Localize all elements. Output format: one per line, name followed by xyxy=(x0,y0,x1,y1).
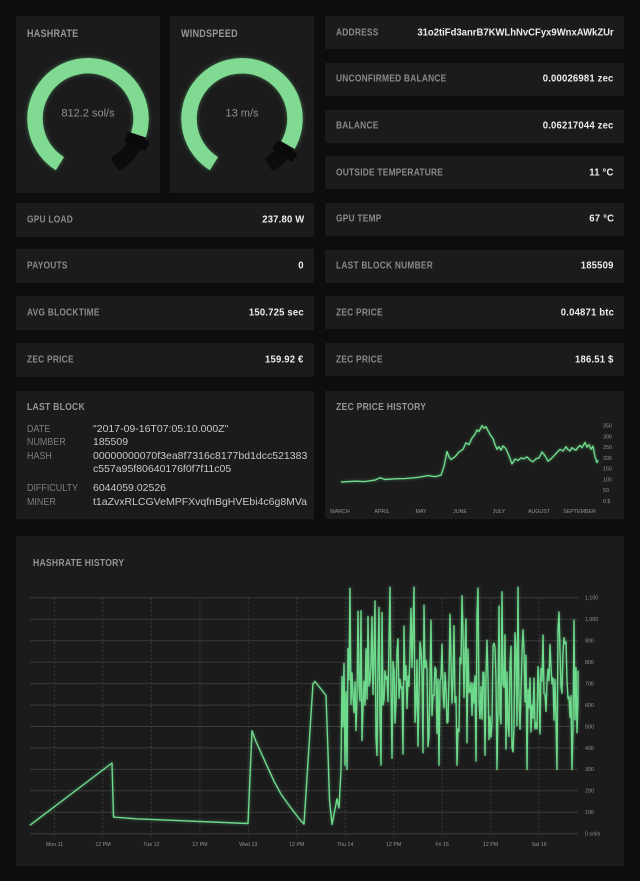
svg-text:100: 100 xyxy=(585,810,594,816)
svg-text:Tue 12: Tue 12 xyxy=(143,842,159,848)
svg-text:200: 200 xyxy=(603,455,612,461)
svg-text:1,100: 1,100 xyxy=(585,596,598,602)
svg-text:200: 200 xyxy=(585,789,594,795)
svg-text:900: 900 xyxy=(585,639,594,645)
svg-text:250: 250 xyxy=(603,445,612,451)
svg-text:800: 800 xyxy=(585,660,594,666)
svg-text:Fri 15: Fri 15 xyxy=(435,842,449,848)
svg-text:Wed 13: Wed 13 xyxy=(239,842,257,848)
svg-text:100: 100 xyxy=(603,477,612,483)
svg-text:350: 350 xyxy=(603,423,612,429)
svg-text:500: 500 xyxy=(585,724,594,730)
svg-text:12 PM: 12 PM xyxy=(386,842,401,848)
svg-text:300: 300 xyxy=(585,767,594,773)
svg-text:SEPTEMBER: SEPTEMBER xyxy=(563,509,596,515)
svg-text:300: 300 xyxy=(603,434,612,440)
svg-text:Sat 16: Sat 16 xyxy=(531,842,546,848)
svg-text:12 PM: 12 PM xyxy=(289,842,304,848)
svg-text:1,000: 1,000 xyxy=(585,617,598,623)
svg-text:MAY: MAY xyxy=(415,509,427,515)
svg-text:AUGUST: AUGUST xyxy=(528,509,551,515)
svg-text:13 m/s: 13 m/s xyxy=(225,108,259,120)
svg-text:Mon 11: Mon 11 xyxy=(46,842,63,848)
svg-text:812.2 sol/s: 812.2 sol/s xyxy=(61,108,115,120)
svg-text:JULY: JULY xyxy=(493,509,506,515)
svg-text:MARCH: MARCH xyxy=(330,509,350,515)
svg-text:0 sol/s: 0 sol/s xyxy=(585,832,601,838)
svg-text:700: 700 xyxy=(585,681,594,687)
svg-text:150: 150 xyxy=(603,466,612,472)
svg-text:0 $: 0 $ xyxy=(603,499,610,505)
svg-text:50: 50 xyxy=(603,488,609,494)
svg-text:Thu 14: Thu 14 xyxy=(337,842,354,848)
svg-text:12 PM: 12 PM xyxy=(192,842,207,848)
svg-text:600: 600 xyxy=(585,703,594,709)
svg-text:400: 400 xyxy=(585,746,594,752)
svg-text:12 PM: 12 PM xyxy=(483,842,498,848)
svg-text:APRIL: APRIL xyxy=(374,509,389,515)
svg-text:12 PM: 12 PM xyxy=(95,842,110,848)
svg-text:JUNE: JUNE xyxy=(453,509,467,515)
